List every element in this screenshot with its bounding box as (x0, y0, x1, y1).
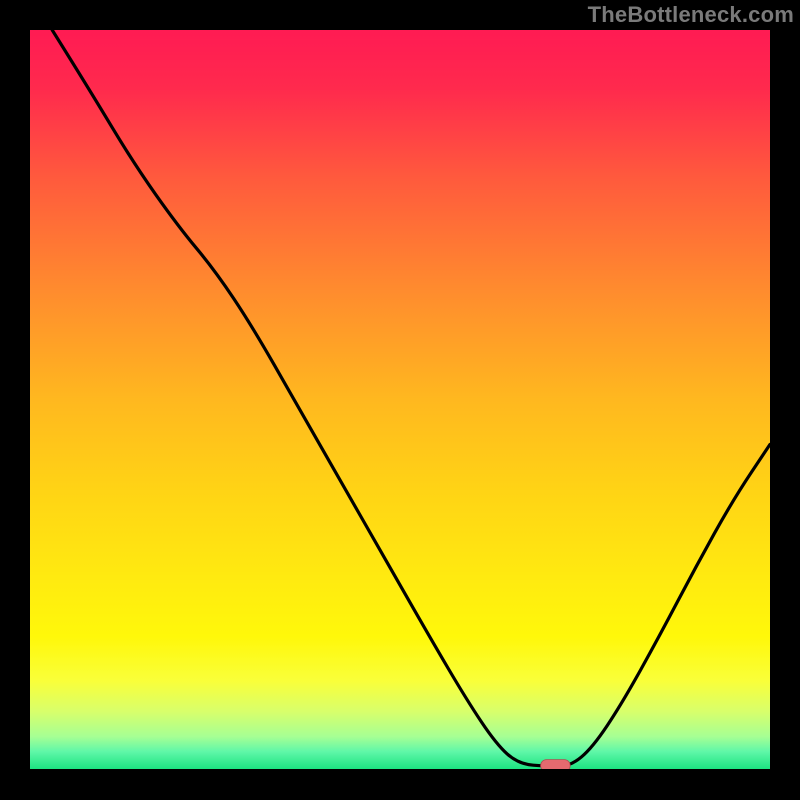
watermark-label: TheBottleneck.com (588, 2, 794, 28)
bottleneck-chart (0, 0, 800, 800)
chart-canvas: TheBottleneck.com (0, 0, 800, 800)
gradient-background (30, 30, 770, 770)
